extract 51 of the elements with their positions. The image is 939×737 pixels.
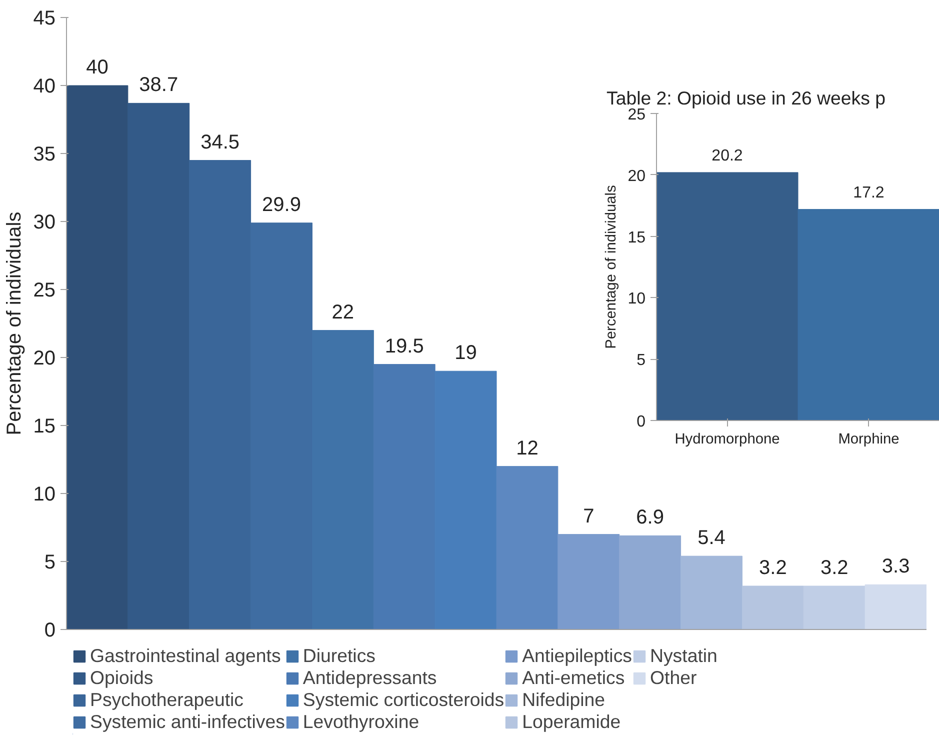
y-tick-label: 15 [628,229,646,246]
y-tick-label: 20 [628,168,646,185]
y-tick-label: 35 [33,144,56,166]
data-label: 38.7 [139,74,178,96]
data-label: 12 [516,437,538,460]
y-tick-label: 10 [33,484,56,506]
data-label: 17.2 [853,184,884,202]
y-tick-label: 25 [33,280,56,302]
y-tick-label: 45 [33,8,56,30]
y-tick-label: 40 [33,76,56,98]
legend-label: Loperamide [522,711,621,733]
data-label: 40 [86,56,108,78]
y-tick-label: 10 [628,290,646,308]
data-label: 6.9 [636,506,664,529]
legend-label: Levothyroxine [302,711,420,733]
y-axis-title: Percentage of individuals [3,212,26,436]
data-label: 3.2 [759,556,787,579]
data-label: 22 [332,301,354,324]
data-label: 34.5 [200,131,240,154]
legend-label: Nystatin [650,645,718,667]
data-label: 19 [454,342,477,364]
chart-title: Table 2: Opioid use in 26 weeks p [606,88,886,108]
data-label: 3.2 [820,556,848,579]
y-tick-label: 0 [44,620,56,642]
legend-label: Gastrointestinal agents [90,645,281,667]
legend-label: Anti-emetics [522,667,625,689]
legend-label: Antiepileptics [522,645,632,667]
data-label: 5.4 [698,527,726,550]
legend-label: Opioids [90,667,154,689]
legend-label: Nifedipine [522,689,606,711]
data-label: 3.3 [882,556,910,578]
data-label: 20.2 [712,147,743,164]
legend-label: Psychotherapeutic [90,689,244,711]
x-tick-label: Hydromorphone [674,432,780,448]
y-tick-label: 25 [628,106,646,124]
y-tick-label: 15 [33,416,56,438]
y-tick-label: 5 [636,352,646,370]
y-tick-label: 0 [636,414,646,430]
data-label: 19.5 [384,335,424,358]
x-tick-label: Morphine [838,432,900,448]
data-label: 29.9 [262,194,301,216]
legend-label: Diuretics [302,645,376,667]
y-tick-label: 5 [44,552,56,574]
legend-label: Other [650,667,697,689]
y-tick-label: 30 [33,212,56,234]
data-label: 7 [583,505,594,528]
legend-label: Systemic anti-infectives [90,711,285,733]
y-axis-title: Percentage of individuals [604,185,620,349]
legend-label: Systemic corticosteroids [302,689,504,711]
y-tick-label: 20 [33,348,56,370]
legend-label: Antidepressants [302,667,437,689]
